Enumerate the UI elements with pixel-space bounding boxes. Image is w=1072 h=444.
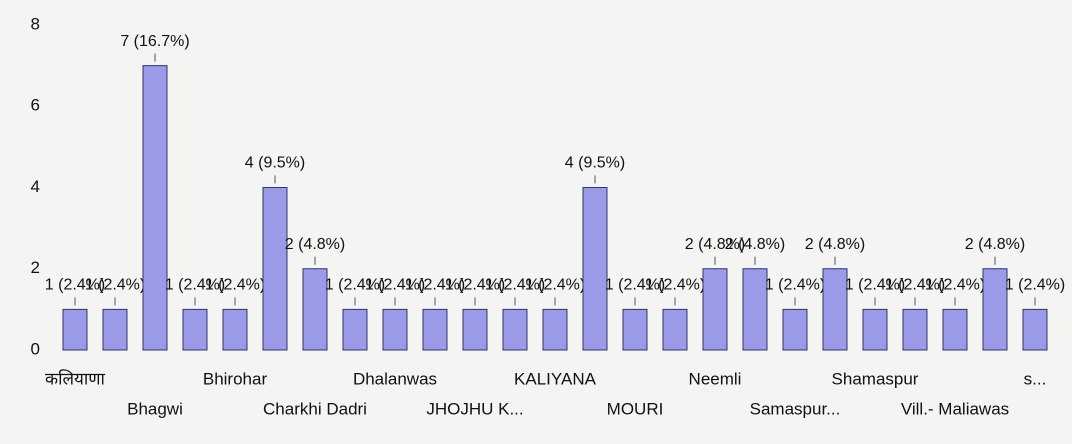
x-tick-label: Bhagwi [127, 399, 183, 418]
x-tick-label: Bhirohar [203, 369, 268, 388]
value-label: 2 (4.8%) [725, 236, 785, 253]
bar [982, 268, 1008, 351]
y-tick-label: 8 [31, 14, 40, 33]
bar [702, 268, 728, 351]
bar [502, 308, 528, 351]
value-label: 2 (4.8%) [965, 236, 1025, 253]
value-label: 7 (16.7%) [120, 33, 189, 50]
x-tick-label: Charkhi Dadri [263, 399, 367, 418]
bar [782, 308, 808, 351]
value-label: 1 (2.4%) [205, 277, 265, 294]
x-tick-label: Samaspur... [750, 399, 841, 418]
y-tick-label: 0 [31, 339, 40, 358]
value-label: 2 (4.8%) [285, 236, 345, 253]
value-label: 2 (4.8%) [805, 236, 865, 253]
bar [942, 308, 968, 351]
value-label: 1 (2.4%) [485, 277, 545, 294]
bar [182, 308, 208, 351]
value-label: 2 (4.8%) [685, 236, 745, 253]
value-label: 1 (2.4%) [405, 277, 465, 294]
value-label: 1 (2.4%) [845, 277, 905, 294]
value-label: 1 (2.4%) [605, 277, 665, 294]
bar [422, 308, 448, 351]
value-label: 4 (9.5%) [245, 155, 305, 172]
value-label: 1 (2.4%) [85, 277, 145, 294]
value-label: 4 (9.5%) [565, 155, 625, 172]
bar [622, 308, 648, 351]
bar [222, 308, 248, 351]
bar [102, 308, 128, 351]
bar [382, 308, 408, 351]
value-label: 1 (2.4%) [925, 277, 985, 294]
x-tick-label: Vill.- Maliawas [901, 399, 1009, 418]
x-tick-label: Neemli [689, 369, 742, 388]
x-tick-label: MOURI [607, 399, 664, 418]
x-tick-label: JHOJHU K... [426, 399, 523, 418]
bar [822, 268, 848, 351]
bar [262, 187, 288, 351]
value-label: 1 (2.4%) [645, 277, 705, 294]
bar [662, 308, 688, 351]
bar [302, 268, 328, 351]
bar [142, 65, 168, 351]
value-label: 1 (2.4%) [445, 277, 505, 294]
bar [742, 268, 768, 351]
bar [582, 187, 608, 351]
x-tick-label: Dhalanwas [353, 369, 437, 388]
x-tick-label: कलियाणा [45, 368, 106, 388]
value-label: 1 (2.4%) [165, 277, 225, 294]
bar [62, 308, 88, 351]
value-label: 1 (2.4%) [365, 277, 425, 294]
bar [342, 308, 368, 351]
bar [1022, 308, 1048, 351]
y-tick-label: 2 [31, 258, 40, 277]
value-label: 1 (2.4%) [45, 277, 105, 294]
y-tick-label: 4 [31, 177, 40, 196]
bar [862, 308, 888, 351]
value-label: 1 (2.4%) [1005, 277, 1065, 294]
value-label: 1 (2.4%) [885, 277, 945, 294]
y-tick-label: 6 [31, 96, 40, 115]
value-label: 1 (2.4%) [325, 277, 385, 294]
bar [462, 308, 488, 351]
x-tick-label: KALIYANA [514, 369, 597, 388]
value-label: 1 (2.4%) [525, 277, 585, 294]
x-tick-label: Shamaspur [832, 369, 919, 388]
bar [542, 308, 568, 351]
x-tick-label: s... [1024, 369, 1047, 388]
value-label: 1 (2.4%) [765, 277, 825, 294]
bar [902, 308, 928, 351]
